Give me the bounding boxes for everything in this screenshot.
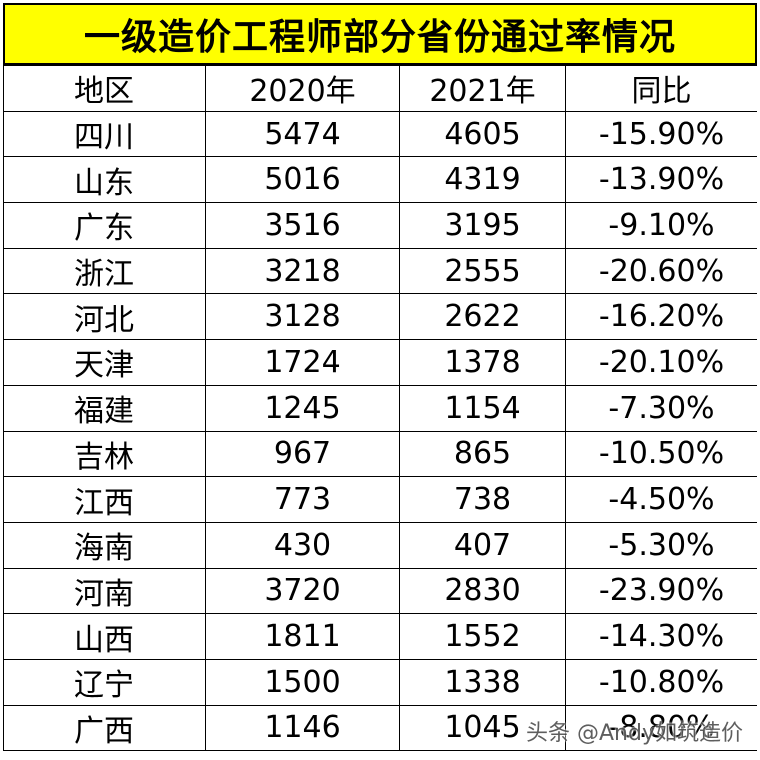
cell-region[interactable]: 四川 xyxy=(3,110,206,158)
header-cell-yoy[interactable]: 同比 xyxy=(565,65,757,112)
cell-2020[interactable]: 5016 xyxy=(205,156,400,204)
cell-2020[interactable]: 3720 xyxy=(205,567,400,615)
cell-yoy[interactable]: -15.90% xyxy=(565,110,757,158)
cell-2020[interactable]: 1146 xyxy=(205,704,400,752)
cell-yoy[interactable]: -14.30% xyxy=(565,613,757,660)
cell-2021[interactable]: 865 xyxy=(399,430,566,478)
header-cell-region[interactable]: 地区 xyxy=(3,65,206,112)
cell-region[interactable]: 辽宁 xyxy=(3,658,206,706)
table-row: 海南 430 407 -5.30% xyxy=(3,521,757,569)
cell-2021[interactable]: 2830 xyxy=(399,567,566,615)
cell-2020[interactable]: 773 xyxy=(205,476,400,523)
cell-yoy[interactable]: -8.80% xyxy=(565,704,757,752)
cell-yoy[interactable]: -10.80% xyxy=(565,658,757,706)
cell-2021[interactable]: 4319 xyxy=(399,156,566,204)
spreadsheet-view: 一级造价工程师部分省份通过率情况 地区 2020年 2021年 同比 四川 547… xyxy=(3,3,757,757)
cell-region[interactable]: 福建 xyxy=(3,384,206,432)
cell-region[interactable]: 浙江 xyxy=(3,247,206,295)
cell-2021[interactable]: 1338 xyxy=(399,658,566,706)
cell-2020[interactable]: 3218 xyxy=(205,247,400,295)
cell-2020[interactable]: 1500 xyxy=(205,658,400,706)
cell-2020[interactable]: 3516 xyxy=(205,202,400,249)
cell-2020[interactable]: 1811 xyxy=(205,613,400,660)
cell-yoy[interactable]: -5.30% xyxy=(565,521,757,569)
table-row: 四川 5474 4605 -15.90% xyxy=(3,110,757,158)
cell-2021[interactable]: 3195 xyxy=(399,202,566,249)
table-row: 江西 773 738 -4.50% xyxy=(3,476,757,523)
cell-region[interactable]: 河南 xyxy=(3,567,206,615)
table-row: 广西 1146 1045 -8.80% xyxy=(3,704,757,752)
cell-region[interactable]: 广东 xyxy=(3,202,206,249)
table-row: 广东 3516 3195 -9.10% xyxy=(3,202,757,249)
table-row: 吉林 967 865 -10.50% xyxy=(3,430,757,478)
cell-2021[interactable]: 2622 xyxy=(399,293,566,341)
cell-2021[interactable]: 1045 xyxy=(399,704,566,752)
cell-region[interactable]: 海南 xyxy=(3,521,206,569)
cell-2021[interactable]: 4605 xyxy=(399,110,566,158)
cell-2020[interactable]: 967 xyxy=(205,430,400,478)
cell-2021[interactable]: 1154 xyxy=(399,384,566,432)
cell-region[interactable]: 天津 xyxy=(3,339,206,386)
watermark: 头条 @Andy如筑造价 xyxy=(526,721,743,746)
table-row: 山西 1811 1552 -14.30% xyxy=(3,613,757,660)
cell-region[interactable]: 江西 xyxy=(3,476,206,523)
cell-2020[interactable]: 1245 xyxy=(205,384,400,432)
cell-region[interactable]: 山西 xyxy=(3,613,206,660)
table-title: 一级造价工程师部分省份通过率情况 xyxy=(3,3,757,65)
cell-yoy[interactable]: -13.90% xyxy=(565,156,757,204)
table-row: 浙江 3218 2555 -20.60% xyxy=(3,247,757,295)
table-body: 四川 5474 4605 -15.90% 山东 5016 4319 -13.90% 广东 3516… xyxy=(3,110,757,752)
cell-yoy[interactable]: -4.50% xyxy=(565,476,757,523)
cell-region[interactable]: 吉林 xyxy=(3,430,206,478)
table-row: 河南 3720 2830 -23.90% xyxy=(3,567,757,615)
cell-yoy[interactable]: -16.20% xyxy=(565,293,757,341)
cell-yoy[interactable]: -20.10% xyxy=(565,339,757,386)
table-row: 天津 1724 1378 -20.10% xyxy=(3,339,757,386)
table-row: 辽宁 1500 1338 -10.80% xyxy=(3,658,757,706)
header-row: 地区 2020年 2021年 同比 xyxy=(3,65,757,112)
cell-yoy[interactable]: -7.30% xyxy=(565,384,757,432)
cell-region[interactable]: 河北 xyxy=(3,293,206,341)
cell-2021[interactable]: 1552 xyxy=(399,613,566,660)
cell-2021[interactable]: 1378 xyxy=(399,339,566,386)
cell-yoy[interactable]: -20.60% xyxy=(565,247,757,295)
cell-yoy[interactable]: -10.50% xyxy=(565,430,757,478)
cell-2021[interactable]: 407 xyxy=(399,521,566,569)
cell-2020[interactable]: 430 xyxy=(205,521,400,569)
table-row: 福建 1245 1154 -7.30% xyxy=(3,384,757,432)
cell-region[interactable]: 山东 xyxy=(3,156,206,204)
cell-2021[interactable]: 738 xyxy=(399,476,566,523)
cell-2020[interactable]: 5474 xyxy=(205,110,400,158)
cell-yoy[interactable]: -9.10% xyxy=(565,202,757,249)
pass-rate-table: 地区 2020年 2021年 同比 四川 5474 4605 -15.90% 山东 501… xyxy=(3,65,757,752)
table-row: 河北 3128 2622 -16.20% xyxy=(3,293,757,341)
table-row: 山东 5016 4319 -13.90% xyxy=(3,156,757,204)
header-cell-2021[interactable]: 2021年 xyxy=(399,65,566,112)
cell-2020[interactable]: 3128 xyxy=(205,293,400,341)
cell-2020[interactable]: 1724 xyxy=(205,339,400,386)
cell-2021[interactable]: 2555 xyxy=(399,247,566,295)
cell-region[interactable]: 广西 xyxy=(3,704,206,752)
header-cell-2020[interactable]: 2020年 xyxy=(205,65,400,112)
cell-yoy[interactable]: -23.90% xyxy=(565,567,757,615)
